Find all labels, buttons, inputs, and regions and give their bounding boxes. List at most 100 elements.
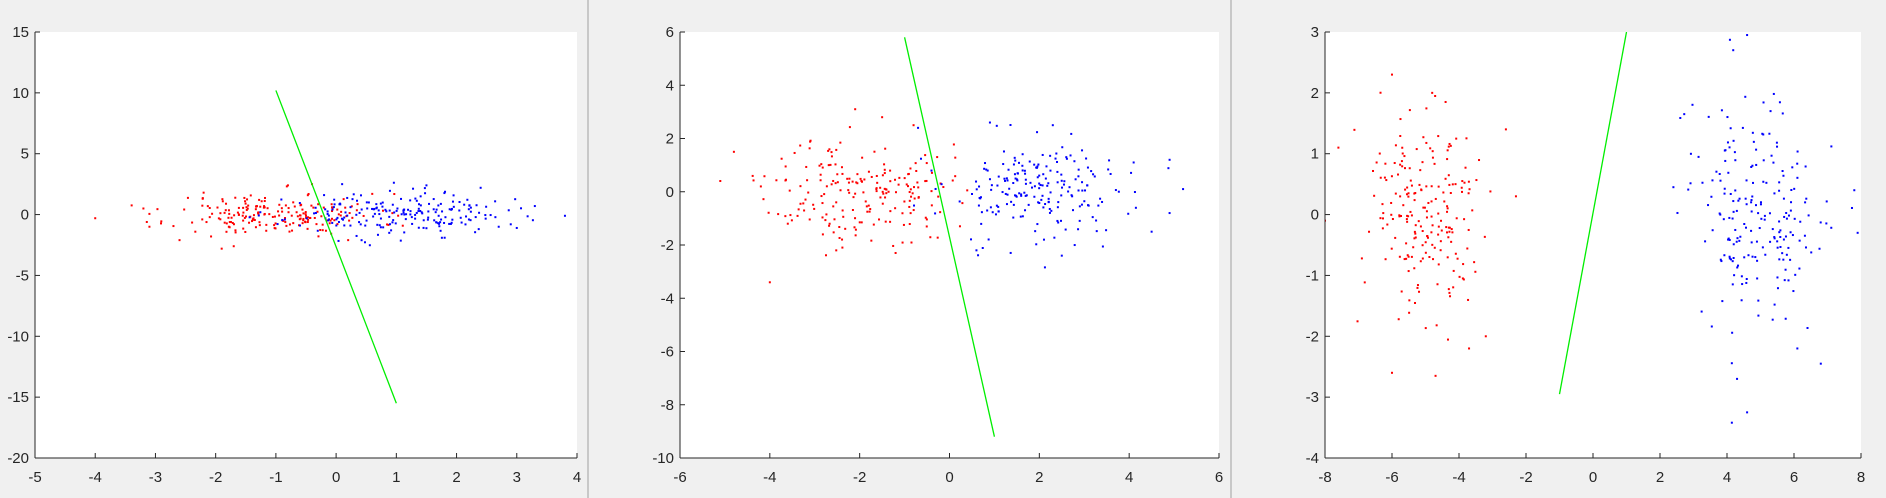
data-point [1029, 181, 1032, 184]
data-point [1782, 197, 1785, 200]
data-point [925, 218, 928, 221]
data-point [343, 216, 346, 219]
data-point [258, 221, 261, 224]
data-point [1078, 205, 1081, 208]
data-point [1097, 204, 1100, 207]
data-point [291, 229, 294, 232]
data-point [1454, 252, 1457, 255]
data-point [1504, 128, 1507, 131]
data-point [848, 177, 851, 180]
data-point [225, 230, 228, 233]
data-point [832, 231, 835, 234]
data-point [838, 226, 841, 229]
data-point [861, 156, 864, 159]
data-point [231, 221, 234, 224]
data-point [859, 177, 862, 180]
data-point [1042, 206, 1045, 209]
data-point [799, 185, 802, 188]
y-tick-label: -3 [1306, 389, 1319, 406]
data-point [851, 180, 854, 183]
data-point [855, 181, 858, 184]
data-point [1783, 215, 1786, 218]
data-point [378, 213, 381, 216]
data-point [875, 174, 878, 177]
data-point [317, 235, 320, 238]
window-divider-1[interactable] [587, 0, 589, 498]
data-point [1012, 216, 1015, 219]
data-point [1005, 203, 1008, 206]
data-point [225, 202, 228, 205]
data-point [1724, 159, 1727, 162]
data-point [1489, 190, 1492, 193]
data-point [306, 227, 309, 230]
data-point [1078, 219, 1081, 222]
data-point [1047, 201, 1050, 204]
data-point [337, 220, 340, 223]
data-point [450, 208, 453, 211]
data-point [1055, 152, 1058, 155]
data-point [1424, 251, 1427, 254]
data-point [208, 216, 211, 219]
data-point [475, 204, 478, 207]
x-tick-label: 8 [1857, 469, 1865, 486]
data-point [847, 189, 850, 192]
data-point [1041, 184, 1044, 187]
data-point [425, 184, 428, 187]
data-point [1012, 163, 1015, 166]
x-tick-label: -2 [1519, 469, 1532, 486]
data-point [1451, 231, 1454, 234]
data-point [767, 211, 770, 214]
data-point [292, 222, 295, 225]
data-point [958, 200, 961, 203]
data-point [898, 176, 901, 179]
data-point [1484, 335, 1487, 338]
window-divider-2[interactable] [1230, 0, 1232, 498]
data-point [1760, 217, 1763, 220]
data-point [1791, 234, 1794, 237]
data-point [1789, 209, 1792, 212]
figure-panel-3: -8 -6 -4 -2 0 2 4 6 8 -4 -3 -2 -1 0 1 2 3 [1232, 0, 1886, 498]
data-point [789, 214, 792, 217]
data-point [824, 219, 827, 222]
data-point [1448, 183, 1451, 186]
data-point [342, 218, 345, 221]
data-point [216, 206, 219, 209]
data-point [1002, 150, 1005, 153]
data-point [1723, 187, 1726, 190]
data-point [145, 220, 148, 223]
data-point [889, 210, 892, 213]
data-point [337, 239, 340, 242]
data-point [201, 197, 204, 200]
data-point [1044, 203, 1047, 206]
data-point [302, 212, 305, 215]
data-point [1790, 201, 1793, 204]
data-point [351, 216, 354, 219]
data-point [1385, 179, 1388, 182]
data-point [1427, 201, 1430, 204]
data-point [1778, 220, 1781, 223]
data-point [954, 156, 957, 159]
data-point [1743, 223, 1746, 226]
data-point [388, 209, 391, 212]
data-point [802, 202, 805, 205]
data-point [1003, 177, 1006, 180]
data-point [1700, 310, 1703, 313]
data-point [1397, 318, 1400, 321]
data-point [1038, 202, 1041, 205]
data-point [796, 214, 799, 217]
data-point [323, 194, 326, 197]
data-point [805, 165, 808, 168]
data-point [262, 206, 265, 209]
data-point [451, 218, 454, 221]
data-point [1440, 229, 1443, 232]
data-point [1775, 141, 1778, 144]
data-point [1784, 235, 1787, 238]
data-point [780, 157, 783, 160]
data-point [1400, 290, 1403, 293]
data-point [221, 200, 224, 203]
data-point [1391, 218, 1394, 221]
data-point [1461, 277, 1464, 280]
data-point [1730, 421, 1733, 424]
data-point [258, 198, 261, 201]
data-point [1023, 191, 1026, 194]
